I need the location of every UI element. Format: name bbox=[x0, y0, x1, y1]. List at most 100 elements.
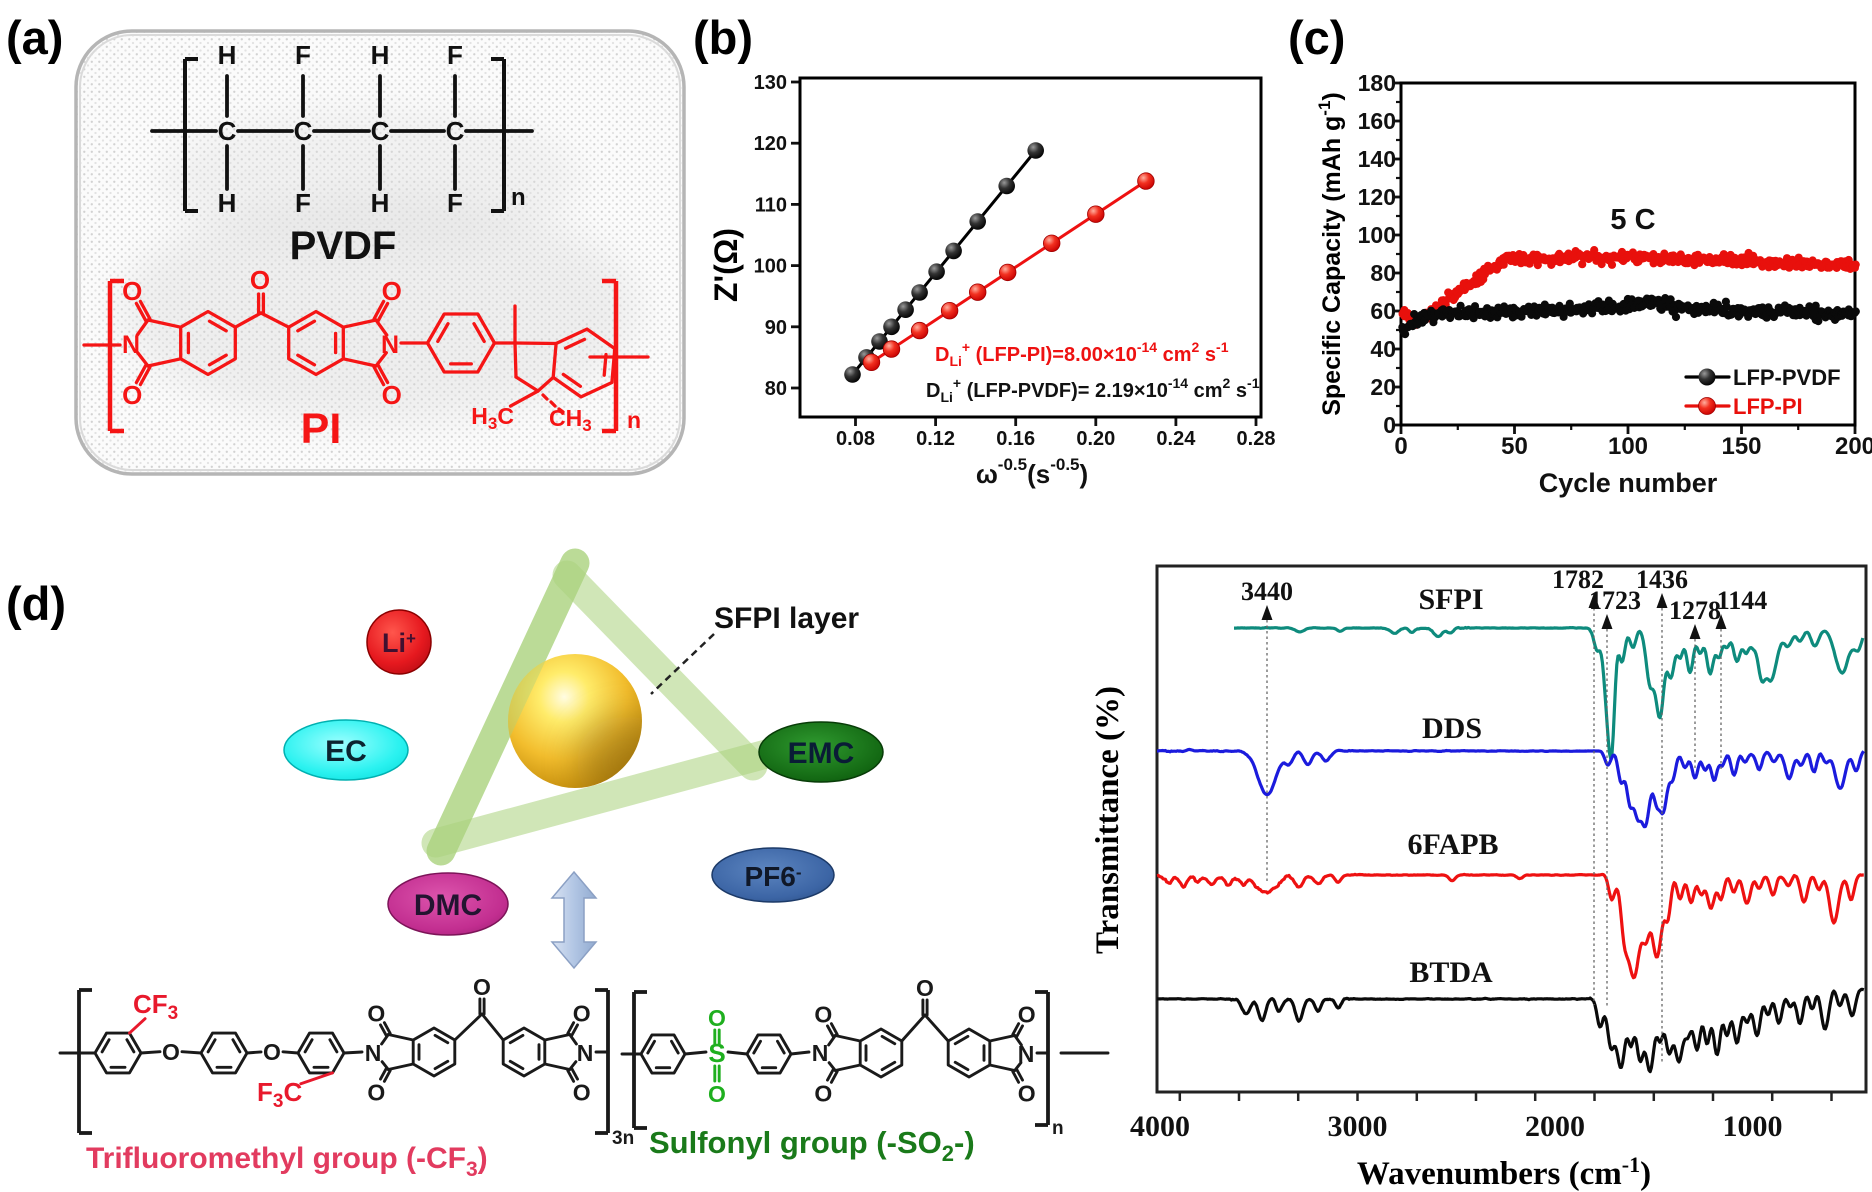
svg-text:C: C bbox=[446, 116, 465, 146]
svg-text:C: C bbox=[218, 116, 237, 146]
svg-text:100: 100 bbox=[754, 256, 787, 278]
svg-text:DLi+ (LFP-PVDF)= 2.19×10-14 cm: DLi+ (LFP-PVDF)= 2.19×10-14 cm2 s-1 bbox=[926, 375, 1260, 405]
svg-text:Specific Capacity (mAh g-1): Specific Capacity (mAh g-1) bbox=[1315, 92, 1346, 416]
svg-text:N: N bbox=[577, 1040, 594, 1066]
svg-text:0.12: 0.12 bbox=[916, 428, 955, 450]
svg-text:120: 120 bbox=[1358, 184, 1396, 210]
svg-text:0: 0 bbox=[1383, 412, 1396, 438]
svg-text:100: 100 bbox=[1358, 222, 1396, 248]
svg-text:20: 20 bbox=[1370, 374, 1396, 400]
svg-text:110: 110 bbox=[755, 194, 787, 216]
svg-text:O: O bbox=[122, 276, 142, 306]
svg-text:40: 40 bbox=[1370, 336, 1396, 362]
svg-text:O: O bbox=[708, 1005, 726, 1031]
svg-text:1782: 1782 bbox=[1552, 565, 1604, 594]
svg-text:DLi+ (LFP-PI)=8.00×10-14 cm2 s: DLi+ (LFP-PI)=8.00×10-14 cm2 s-1 bbox=[935, 339, 1229, 369]
svg-text:5 C: 5 C bbox=[1610, 204, 1655, 236]
svg-text:(c): (c) bbox=[1288, 11, 1345, 64]
svg-text:ω-0.5(s-0.5): ω-0.5(s-0.5) bbox=[976, 455, 1088, 489]
svg-text:O: O bbox=[367, 1000, 385, 1026]
svg-text:O: O bbox=[122, 380, 142, 410]
svg-text:200: 200 bbox=[1835, 433, 1872, 460]
svg-text:150: 150 bbox=[1721, 433, 1761, 460]
svg-text:PVDF: PVDF bbox=[290, 224, 397, 268]
svg-text:O: O bbox=[263, 1039, 281, 1065]
svg-text:4000: 4000 bbox=[1130, 1110, 1190, 1143]
svg-text:90: 90 bbox=[765, 317, 787, 339]
svg-text:O: O bbox=[814, 1081, 832, 1107]
svg-text:1000: 1000 bbox=[1723, 1110, 1783, 1143]
svg-text:n: n bbox=[627, 407, 641, 433]
svg-text:80: 80 bbox=[1370, 260, 1396, 286]
svg-text:DMC: DMC bbox=[414, 889, 482, 922]
svg-text:DDS: DDS bbox=[1422, 712, 1482, 745]
svg-text:0.20: 0.20 bbox=[1076, 428, 1115, 450]
svg-text:PF6-: PF6- bbox=[744, 861, 801, 892]
svg-text:0: 0 bbox=[1394, 433, 1407, 460]
svg-text:H: H bbox=[218, 40, 237, 70]
svg-text:O: O bbox=[473, 974, 491, 1000]
svg-text:160: 160 bbox=[1358, 108, 1396, 134]
svg-text:CF3: CF3 bbox=[133, 989, 178, 1024]
svg-text:O: O bbox=[573, 1000, 591, 1026]
svg-text:130: 130 bbox=[754, 72, 787, 94]
svg-text:0.16: 0.16 bbox=[996, 428, 1035, 450]
svg-text:Cycle number: Cycle number bbox=[1539, 468, 1718, 498]
svg-text:N: N bbox=[812, 1040, 829, 1066]
svg-text:F: F bbox=[295, 188, 311, 218]
svg-text:60: 60 bbox=[1370, 298, 1396, 324]
svg-text:O: O bbox=[916, 975, 934, 1001]
svg-text:n: n bbox=[1052, 1118, 1064, 1139]
svg-text:O: O bbox=[708, 1081, 726, 1107]
svg-text:3440: 3440 bbox=[1241, 577, 1293, 606]
svg-text:H: H bbox=[371, 188, 390, 218]
svg-text:Z'(Ω): Z'(Ω) bbox=[708, 228, 744, 302]
svg-text:O: O bbox=[382, 380, 402, 410]
svg-text:1436: 1436 bbox=[1636, 565, 1688, 594]
svg-text:3n: 3n bbox=[612, 1128, 634, 1149]
svg-text:0.08: 0.08 bbox=[836, 428, 875, 450]
svg-text:1278: 1278 bbox=[1669, 596, 1721, 625]
svg-text:6FAPB: 6FAPB bbox=[1407, 828, 1498, 861]
svg-text:(a): (a) bbox=[6, 11, 63, 64]
svg-text:N: N bbox=[381, 331, 399, 359]
svg-text:1144: 1144 bbox=[1717, 586, 1768, 615]
svg-text:50: 50 bbox=[1501, 433, 1528, 460]
svg-text:LFP-PI: LFP-PI bbox=[1733, 394, 1803, 419]
svg-text:(b): (b) bbox=[693, 11, 753, 64]
svg-text:140: 140 bbox=[1358, 146, 1396, 172]
svg-text:SFPI layer: SFPI layer bbox=[714, 602, 859, 635]
svg-text:H: H bbox=[218, 188, 237, 218]
svg-text:C: C bbox=[294, 116, 313, 146]
svg-text:C: C bbox=[371, 116, 390, 146]
svg-text:S: S bbox=[708, 1038, 725, 1068]
svg-text:n: n bbox=[511, 184, 526, 211]
svg-text:F: F bbox=[447, 40, 463, 70]
svg-text:O: O bbox=[162, 1039, 180, 1065]
svg-text:O: O bbox=[1018, 1081, 1036, 1107]
svg-text:N: N bbox=[122, 331, 140, 359]
svg-text:H: H bbox=[371, 40, 390, 70]
svg-text:O: O bbox=[814, 1001, 832, 1027]
svg-text:80: 80 bbox=[765, 378, 787, 400]
svg-text:PI: PI bbox=[301, 405, 342, 453]
svg-text:EMC: EMC bbox=[788, 737, 855, 770]
svg-text:2000: 2000 bbox=[1525, 1110, 1585, 1143]
svg-text:N: N bbox=[1018, 1041, 1035, 1067]
svg-text:0.28: 0.28 bbox=[1237, 428, 1276, 450]
svg-text:F: F bbox=[295, 40, 311, 70]
svg-text:LFP-PVDF: LFP-PVDF bbox=[1733, 365, 1841, 390]
svg-text:EC: EC bbox=[325, 735, 367, 768]
svg-text:O: O bbox=[250, 265, 270, 295]
svg-text:100: 100 bbox=[1608, 433, 1648, 460]
svg-text:SFPI: SFPI bbox=[1418, 583, 1483, 616]
svg-text:O: O bbox=[382, 276, 402, 306]
svg-text:0.24: 0.24 bbox=[1156, 428, 1196, 450]
svg-text:120: 120 bbox=[754, 133, 787, 155]
svg-text:Wavenumbers (cm-1): Wavenumbers (cm-1) bbox=[1357, 1152, 1651, 1192]
svg-text:O: O bbox=[573, 1080, 591, 1106]
svg-text:Li+: Li+ bbox=[382, 628, 416, 658]
svg-text:N: N bbox=[365, 1040, 382, 1066]
svg-text:1723: 1723 bbox=[1589, 586, 1641, 615]
svg-text:BTDA: BTDA bbox=[1409, 956, 1493, 989]
